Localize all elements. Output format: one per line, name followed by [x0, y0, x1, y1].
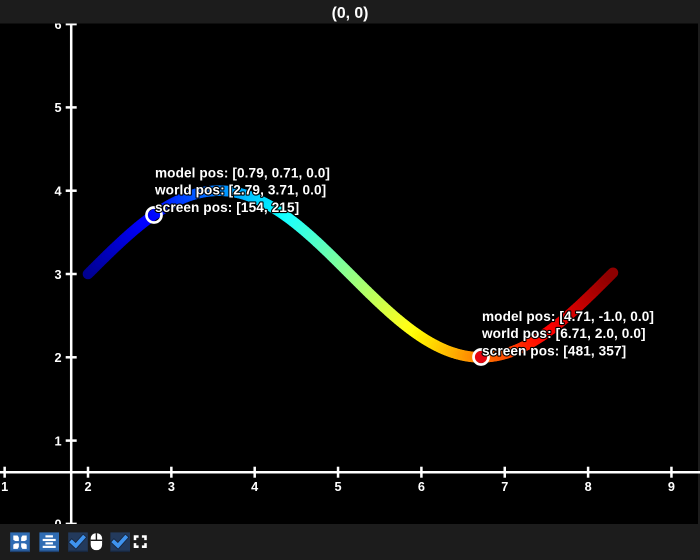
svg-text:4: 4	[54, 185, 61, 199]
svg-text:4: 4	[251, 480, 258, 494]
svg-text:1: 1	[1, 480, 8, 494]
svg-text:9: 9	[668, 480, 675, 494]
svg-text:(0, 0): (0, 0)	[332, 5, 369, 22]
svg-text:1: 1	[54, 434, 61, 448]
svg-text:3: 3	[54, 268, 61, 282]
svg-text:0: 0	[54, 518, 61, 532]
svg-text:7: 7	[501, 480, 508, 494]
svg-text:model pos: [0.79, 0.71, 0.0]: model pos: [0.79, 0.71, 0.0]	[155, 165, 330, 180]
svg-text:2: 2	[84, 480, 91, 494]
svg-text:world pos: [6.71, 2.0, 0.0]: world pos: [6.71, 2.0, 0.0]	[481, 326, 646, 341]
svg-text:model pos: [4.71, -1.0, 0.0]: model pos: [4.71, -1.0, 0.0]	[482, 309, 654, 324]
svg-text:6: 6	[418, 480, 425, 494]
svg-text:8: 8	[585, 480, 592, 494]
svg-text:world pos: [2.79, 3.71, 0.0]: world pos: [2.79, 3.71, 0.0]	[154, 183, 326, 198]
svg-text:5: 5	[335, 480, 342, 494]
svg-text:3: 3	[168, 480, 175, 494]
svg-text:5: 5	[54, 101, 61, 115]
svg-text:screen pos: [154, 215]: screen pos: [154, 215]	[155, 200, 299, 215]
svg-text:screen pos: [481, 357]: screen pos: [481, 357]	[482, 343, 626, 358]
svg-text:6: 6	[54, 18, 61, 32]
svg-text:2: 2	[54, 351, 61, 365]
